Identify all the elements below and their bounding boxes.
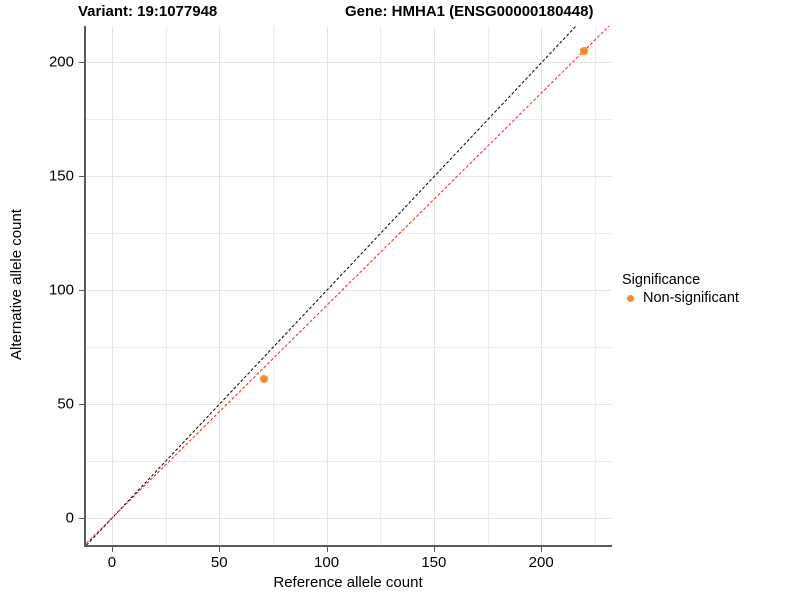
legend-entry-label: Non-significant <box>643 290 739 306</box>
data-point <box>580 47 589 56</box>
gridline-vertical <box>594 26 596 545</box>
gridline-vertical <box>380 26 382 545</box>
gridline-vertical <box>433 26 435 545</box>
gridline-vertical <box>219 26 221 545</box>
y-tick-label: 150 <box>48 167 74 185</box>
legend-dot <box>626 294 634 302</box>
y-tick <box>79 290 84 292</box>
plot-panel <box>84 26 612 545</box>
legend-point-icon <box>622 290 638 306</box>
legend-title: Significance <box>622 272 701 288</box>
x-tick-label: 0 <box>107 554 117 571</box>
x-tick <box>326 547 328 552</box>
x-axis-line <box>84 545 612 547</box>
gridline-horizontal <box>84 517 612 519</box>
data-point <box>260 374 269 383</box>
y-tick-label: 0 <box>65 509 74 527</box>
gridline-vertical <box>487 26 489 545</box>
legend-entries: Non-significant <box>622 290 797 306</box>
x-tick-label: 200 <box>528 554 554 571</box>
variant-title: Variant: 19:1077948 <box>78 3 218 20</box>
x-tick-label: 150 <box>421 554 447 571</box>
identity-line <box>86 26 577 545</box>
gridline-horizontal <box>84 176 612 178</box>
gridline-vertical <box>326 26 328 545</box>
x-tick <box>541 547 543 552</box>
chart-title-row: Variant: 19:1077948 Gene: HMHA1 (ENSG000… <box>0 0 800 26</box>
gridline-vertical <box>541 26 543 545</box>
gridline-horizontal <box>84 346 612 348</box>
x-tick <box>219 547 221 552</box>
y-tick <box>79 517 84 519</box>
y-tick-label: 100 <box>48 281 74 299</box>
x-tick <box>433 547 435 552</box>
y-tick <box>79 62 84 64</box>
legend: Significance Non-significant <box>622 272 797 306</box>
legend-entry: Non-significant <box>622 290 797 306</box>
x-tick-label: 50 <box>210 554 228 571</box>
y-tick-label: 200 <box>48 53 74 71</box>
y-tick <box>79 403 84 405</box>
gridline-vertical <box>165 26 167 545</box>
x-tick-label: 100 <box>314 554 340 571</box>
x-axis-label: Reference allele count <box>273 574 423 591</box>
gridline-horizontal <box>84 460 612 462</box>
y-tick <box>79 176 84 178</box>
y-axis-line <box>84 26 86 547</box>
gridline-horizontal <box>84 233 612 235</box>
gridline-horizontal <box>84 290 612 292</box>
y-axis-label: Alternative allele count <box>8 209 25 360</box>
gridline-horizontal <box>84 62 612 64</box>
gridline-vertical <box>111 26 113 545</box>
gridline-horizontal <box>84 403 612 405</box>
y-tick-label: 50 <box>57 395 74 413</box>
gene-title: Gene: HMHA1 (ENSG00000180448) <box>345 3 594 20</box>
x-tick <box>111 547 113 552</box>
gridline-horizontal <box>84 119 612 121</box>
gridline-vertical <box>272 26 274 545</box>
